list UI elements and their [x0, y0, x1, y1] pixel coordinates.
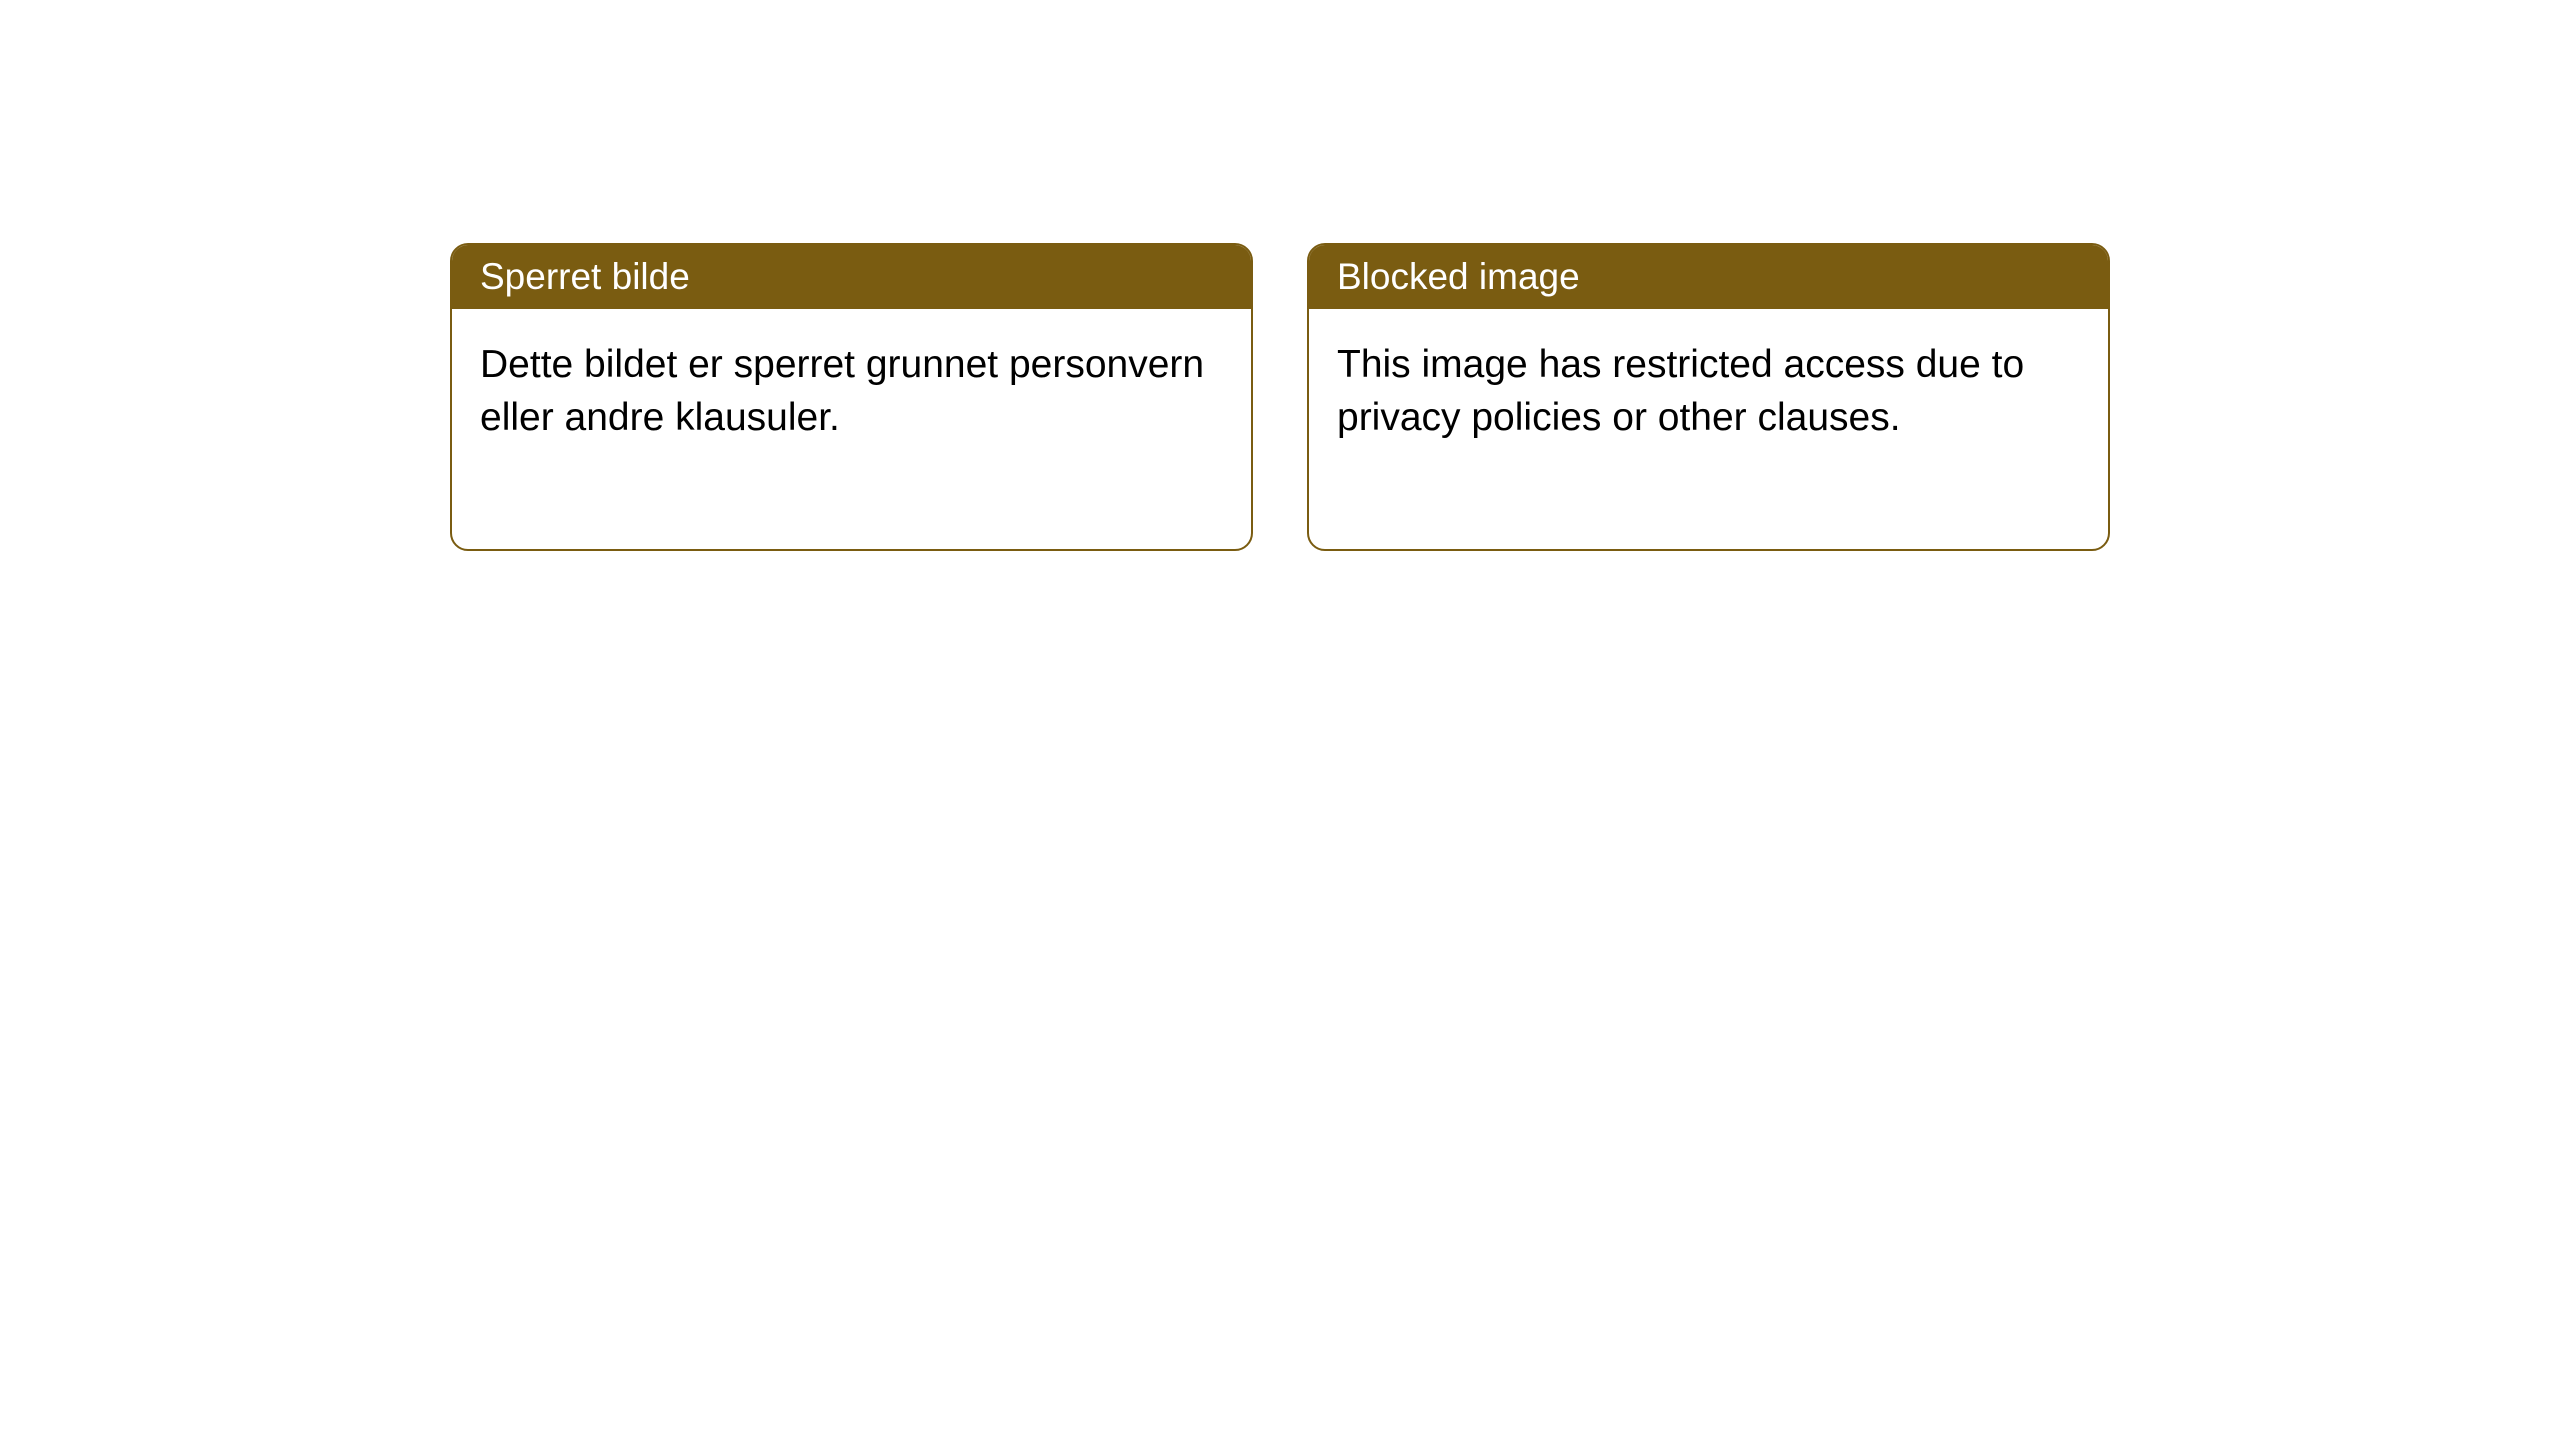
notice-title-english: Blocked image [1309, 245, 2108, 309]
notice-card-english: Blocked image This image has restricted … [1307, 243, 2110, 551]
notice-body-norwegian: Dette bildet er sperret grunnet personve… [452, 309, 1251, 549]
notice-container: Sperret bilde Dette bildet er sperret gr… [450, 243, 2110, 551]
notice-title-norwegian: Sperret bilde [452, 245, 1251, 309]
notice-body-english: This image has restricted access due to … [1309, 309, 2108, 549]
notice-card-norwegian: Sperret bilde Dette bildet er sperret gr… [450, 243, 1253, 551]
